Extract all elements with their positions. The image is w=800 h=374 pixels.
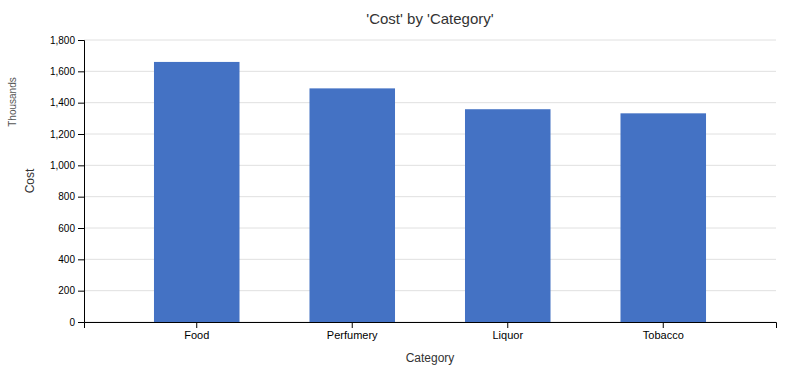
bars xyxy=(154,62,706,322)
y-tick: 600 xyxy=(58,223,84,234)
y-tick-label: 1,200 xyxy=(50,129,75,140)
annotation: Thousands xyxy=(7,77,18,126)
y-tick: 800 xyxy=(58,191,84,202)
grid xyxy=(84,40,776,322)
x-tick-label: Liquor xyxy=(492,329,523,341)
x-tick: Tobacco xyxy=(643,322,684,341)
y-tick-mark xyxy=(78,322,84,323)
x-tick-mark xyxy=(196,322,197,328)
y-tick-mark xyxy=(78,103,84,104)
x-tick-label: Perfumery xyxy=(327,329,378,341)
x-tick: Food xyxy=(184,322,209,341)
y-tick-mark xyxy=(78,134,84,135)
x-tick: Perfumery xyxy=(327,322,378,341)
y-tick: 1,600 xyxy=(50,66,84,77)
y-tick-label: 1,400 xyxy=(50,97,75,108)
y-tick-mark xyxy=(78,165,84,166)
x-tick-label: Tobacco xyxy=(643,329,684,341)
y-tick: 1,800 xyxy=(50,35,84,46)
x-axis-title: Category xyxy=(406,351,455,365)
y-tick: 0 xyxy=(69,317,84,328)
y-tick-label: 800 xyxy=(58,191,75,202)
x-axis-line xyxy=(85,323,777,329)
grid-line xyxy=(84,40,776,41)
y-tick: 1,000 xyxy=(50,160,84,171)
y-tick-label: 1,600 xyxy=(50,66,75,77)
y-tick-mark xyxy=(78,197,84,198)
x-tick-mark xyxy=(352,322,353,328)
y-axis-line xyxy=(78,41,85,323)
plot: 0 200 400 600 800 1,000 1,200 1,400 1,600 1,800 Fo… xyxy=(50,35,777,341)
x-axis: Food Perfumery Liquor Tobacco xyxy=(85,322,777,341)
y-axis: 0 200 400 600 800 1,000 1,200 1,400 1,600 1,800 xyxy=(50,35,85,328)
y-tick: 1,400 xyxy=(50,97,84,108)
y-tick-mark xyxy=(78,228,84,229)
title: 'Cost' by 'Category' xyxy=(366,10,493,27)
y-tick: 1,200 xyxy=(50,129,84,140)
y-tick-mark xyxy=(78,40,84,41)
y-tick-mark xyxy=(78,71,84,72)
y-tick: 200 xyxy=(58,285,84,296)
y-axis-title: Cost xyxy=(23,168,37,193)
y-tick-label: 600 xyxy=(58,223,75,234)
bar xyxy=(620,113,706,322)
bar xyxy=(309,88,395,322)
y-tick: 400 xyxy=(58,254,84,265)
y-tick-label: 200 xyxy=(58,285,75,296)
x-tick-mark xyxy=(507,322,508,328)
y-tick-mark xyxy=(78,291,84,292)
bar xyxy=(465,109,551,322)
chart: 0 200 400 600 800 1,000 1,200 1,400 1,600 1,800 Fo… xyxy=(0,0,800,374)
x-tick: Liquor xyxy=(492,322,523,341)
y-tick-label: 1,000 xyxy=(50,160,75,171)
y-tick-mark xyxy=(78,259,84,260)
bar xyxy=(154,62,240,322)
y-tick-label: 0 xyxy=(69,317,75,328)
y-tick-label: 1,800 xyxy=(50,35,75,46)
x-tick-label: Food xyxy=(184,329,209,341)
x-tick-mark xyxy=(663,322,664,328)
y-tick-label: 400 xyxy=(58,254,75,265)
